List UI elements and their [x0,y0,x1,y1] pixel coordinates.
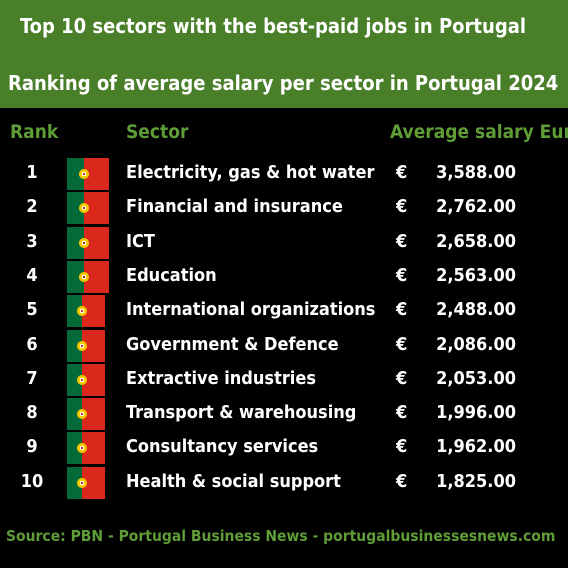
salary-value: 3,588.00 [436,162,516,183]
currency-symbol: € [396,196,408,218]
salary-value: 2,488.00 [436,299,516,321]
table-row: 6 Government & Defence €2,086.00 [0,329,568,363]
currency-symbol: € [396,264,408,286]
sector-label: Electricity, gas & hot water [126,162,375,183]
salary-value: 1,962.00 [436,436,516,458]
portugal-flag-icon [67,260,109,293]
sector-label: Consultancy services [126,436,319,458]
column-header-salary: Average salary Eur [390,121,568,143]
table-row: 7 Extractive industries €2,053.00 [0,363,568,397]
currency-symbol: € [396,436,408,458]
portugal-flag-icon [67,226,109,259]
rank-number: 3 [26,230,38,252]
table-row: 10 Health & social support €1,825.00 [0,466,568,500]
sector-label: Extractive industries [126,367,316,389]
salary-value: 2,053.00 [436,367,516,389]
currency-symbol: € [396,402,408,424]
column-header-sector: Sector [126,121,189,143]
rank-number: 6 [26,333,38,355]
title-banner: Top 10 sectors with the best-paid jobs i… [0,0,568,108]
rank-number: 4 [26,264,38,286]
chart-subtitle: Ranking of average salary per sector in … [8,71,559,95]
rank-number: 2 [26,196,38,218]
source-note: Source: PBN - Portugal Business News - p… [6,527,556,545]
portugal-flag-icon [67,329,105,362]
chart-title: Top 10 sectors with the best-paid jobs i… [20,14,526,38]
portugal-flag-icon [67,466,105,499]
table-row: 5 International organizations €2,488.00 [0,294,568,328]
column-header-rank: Rank [10,121,59,143]
salary-value: 2,563.00 [436,264,516,286]
portugal-flag-icon [67,295,105,328]
sector-label: International organizations [126,299,376,321]
table-row: 9 Consultancy services €1,962.00 [0,431,568,465]
currency-symbol: € [396,299,408,321]
salary-value: 2,658.00 [436,230,516,252]
table-row: 4 Education €2,563.00 [0,260,568,294]
sector-label: Government & Defence [126,333,339,355]
portugal-flag-icon [67,158,109,190]
sector-label: Transport & warehousing [126,402,357,424]
sector-label: Health & social support [126,470,341,492]
sector-label: Financial and insurance [126,196,343,218]
salary-value: 1,825.00 [436,470,516,492]
salary-value: 2,086.00 [436,333,516,355]
portugal-flag-icon [67,192,109,225]
currency-symbol: € [396,333,408,355]
salary-value: 1,996.00 [436,402,516,424]
salary-value: 2,762.00 [436,196,516,218]
rank-number: 7 [26,367,38,389]
currency-symbol: € [396,162,408,183]
portugal-flag-icon [67,363,105,396]
table-row: 3 ICT €2,658.00 [0,226,568,260]
rank-number: 5 [26,299,38,321]
rank-number: 9 [26,436,38,458]
currency-symbol: € [396,230,408,252]
table-row: 2 Financial and insurance €2,762.00 [0,191,568,225]
table-row: 1 Electricity, gas & hot water €3,588.00 [0,157,568,191]
rank-number: 10 [20,470,44,492]
portugal-flag-icon [67,398,105,431]
table-row: 8 Transport & warehousing €1,996.00 [0,397,568,431]
currency-symbol: € [396,367,408,389]
rank-number: 8 [26,402,38,424]
sector-label: Education [126,264,217,286]
portugal-flag-icon [67,432,105,465]
rank-number: 1 [26,162,38,183]
sector-label: ICT [126,230,155,252]
currency-symbol: € [396,470,408,492]
